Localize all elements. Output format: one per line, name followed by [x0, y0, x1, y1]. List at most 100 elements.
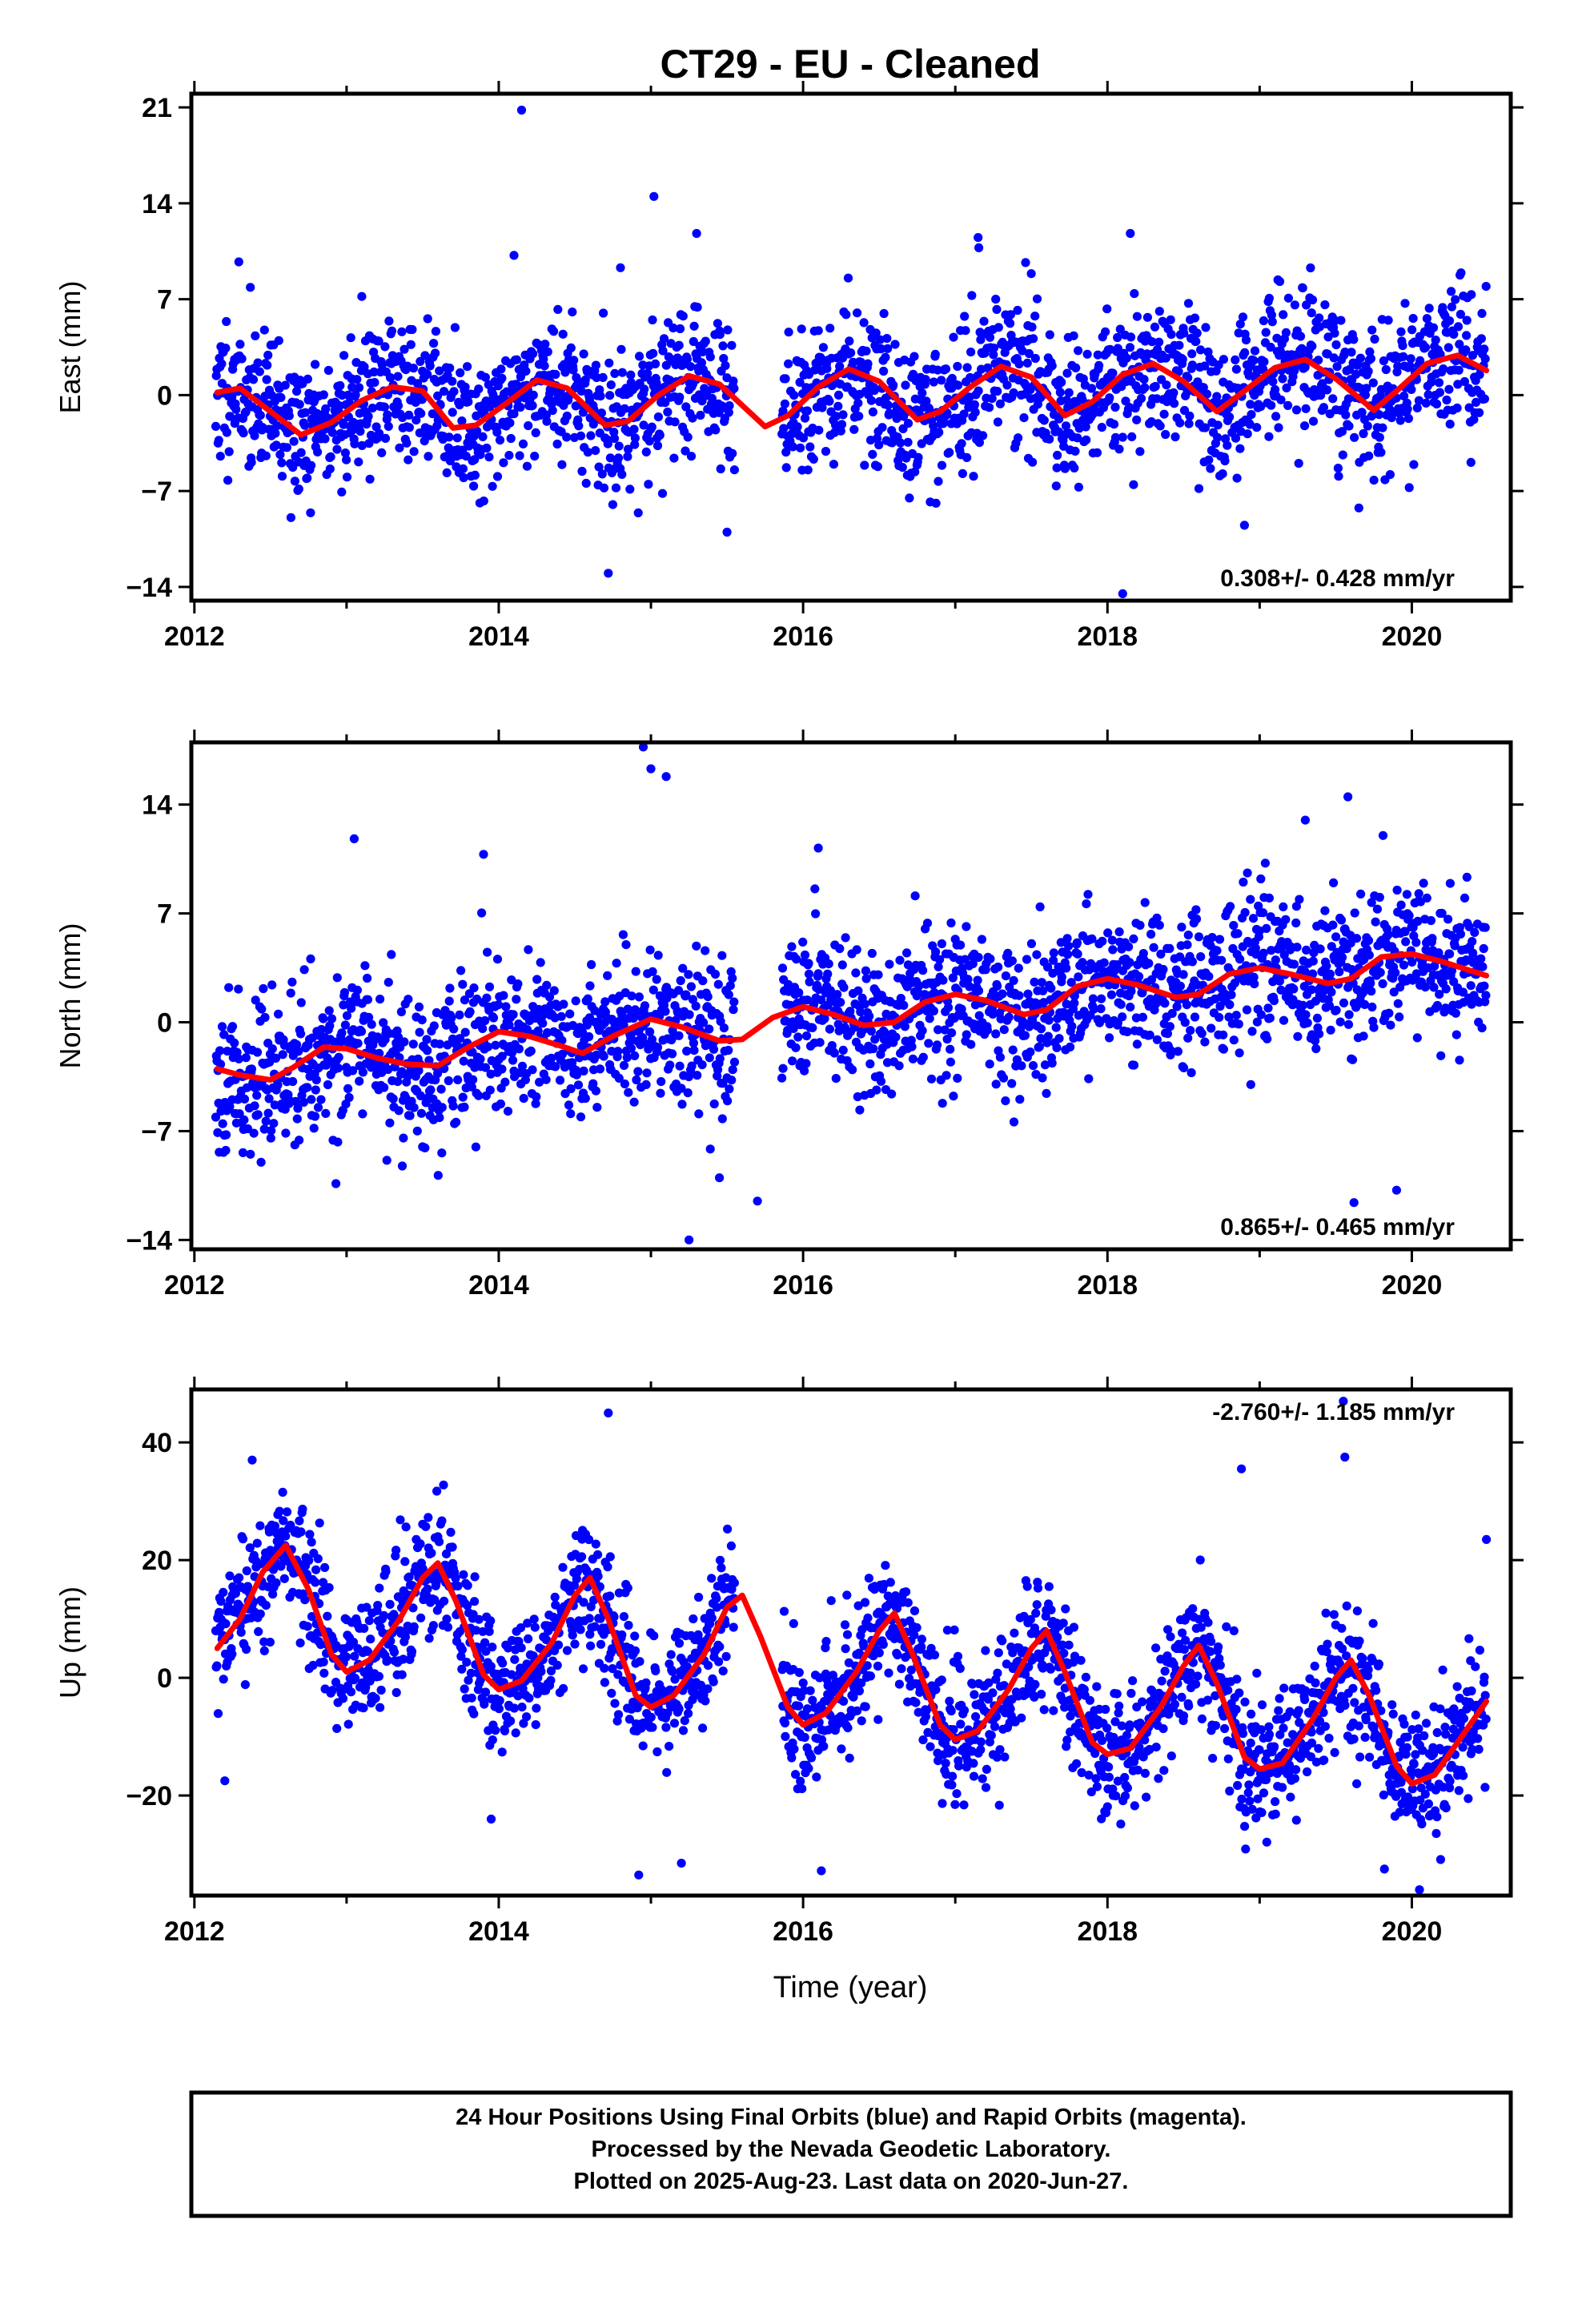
east-data-point: [435, 366, 444, 376]
east-data-point: [1101, 327, 1110, 336]
east-data-point: [531, 428, 540, 438]
north-data-point: [869, 1044, 878, 1054]
east-data-point: [1219, 355, 1228, 364]
east-data-point: [1375, 410, 1384, 420]
north-data-point: [437, 1103, 447, 1112]
north-data-point: [724, 990, 733, 999]
east-data-point: [960, 312, 970, 321]
east-data-point: [1307, 341, 1317, 351]
north-data-point: [876, 1076, 886, 1086]
north-data-point: [1043, 1031, 1053, 1041]
east-data-point: [1399, 391, 1409, 401]
north-data-point: [887, 1089, 897, 1099]
east-data-point: [1393, 361, 1403, 371]
north-data-point: [299, 965, 309, 975]
north-data-point: [496, 1099, 506, 1109]
east-data-point: [528, 390, 538, 400]
east-data-point: [613, 453, 624, 463]
north-data-point: [524, 945, 533, 955]
east-data-point: [813, 326, 823, 336]
east-data-point: [222, 428, 231, 437]
north-data-point: [1369, 1023, 1379, 1032]
east-data-point: [829, 460, 838, 469]
north-data-point: [1384, 1008, 1394, 1018]
north-data-point: [1082, 899, 1091, 909]
east-data-point: [482, 443, 492, 453]
up-data-point: [470, 1597, 480, 1606]
east-data-point: [931, 498, 941, 509]
north-data-point: [1293, 1031, 1303, 1041]
up-data-point: [451, 1574, 460, 1583]
north-data-point: [953, 1073, 962, 1083]
north-data-point: [705, 1053, 714, 1063]
east-data-point: [868, 449, 877, 460]
east-data-point: [729, 465, 740, 475]
north-data-point: [460, 1027, 470, 1037]
north-data-point: [1064, 941, 1074, 951]
east-data-point: [1345, 364, 1355, 374]
north-data-point: [339, 987, 349, 998]
east-data-point: [1355, 353, 1365, 363]
east-data-point: [509, 409, 519, 419]
north-data-point: [841, 933, 850, 943]
north-data-point: [872, 1085, 881, 1095]
east-data-point: [957, 439, 966, 448]
north-data-point: [991, 1080, 1001, 1089]
east-data-point: [838, 410, 848, 420]
east-data-point: [1442, 395, 1452, 405]
north-data-point: [1478, 962, 1488, 971]
east-data-point: [921, 375, 930, 384]
north-data-point: [1322, 961, 1331, 971]
north-data-point: [1359, 1031, 1368, 1041]
up-data-point: [529, 1614, 539, 1624]
north-data-point: [791, 1043, 801, 1052]
east-data-point: [1201, 323, 1211, 332]
east-data-point: [1126, 332, 1136, 342]
up-data-point: [219, 1587, 228, 1597]
north-data-point: [541, 1075, 551, 1084]
north-data-point: [1175, 981, 1185, 991]
east-data-point: [234, 257, 243, 267]
up-data-point: [480, 1699, 489, 1709]
up-data-point: [474, 1614, 484, 1624]
north-data-point: [1035, 902, 1045, 911]
up-data-point: [212, 1661, 222, 1671]
east-data-point: [1203, 347, 1213, 357]
north-data-point: [1105, 1033, 1114, 1043]
north-data-point: [1160, 999, 1170, 1008]
north-data-point: [986, 954, 995, 963]
east-data-point: [1407, 325, 1417, 335]
north-xtick-label: 2012: [164, 1270, 225, 1301]
east-data-point: [416, 408, 426, 418]
north-data-point: [1126, 1003, 1135, 1012]
up-data-point: [371, 1694, 380, 1703]
east-ylabel: East (mm): [54, 281, 86, 414]
east-data-point: [241, 407, 251, 416]
east-data-point: [239, 428, 248, 438]
north-data-point: [855, 1105, 865, 1115]
east-data-point: [688, 413, 697, 423]
east-data-point: [1184, 419, 1194, 428]
east-data-point: [325, 464, 335, 474]
east-data-point: [698, 347, 708, 356]
east-data-point: [678, 312, 688, 321]
north-data-point: [692, 941, 701, 951]
east-data-point: [271, 440, 281, 450]
north-data-point: [360, 961, 370, 971]
north-data-point: [613, 1047, 623, 1056]
east-data-point: [881, 352, 890, 362]
east-data-point: [1434, 378, 1444, 388]
up-data-point: [324, 1582, 334, 1593]
north-data-point: [1022, 955, 1032, 964]
east-data-point: [1191, 336, 1201, 346]
east-data-point: [347, 382, 357, 392]
east-data-point: [896, 438, 905, 448]
north-data-point: [717, 1114, 727, 1124]
east-data-point: [1331, 340, 1341, 350]
east-data-point: [644, 480, 653, 489]
north-data-point: [991, 1029, 1001, 1039]
east-data-point: [1480, 344, 1489, 354]
up-data-point: [265, 1638, 275, 1647]
east-data-point: [222, 316, 231, 327]
east-data-point: [648, 348, 658, 358]
